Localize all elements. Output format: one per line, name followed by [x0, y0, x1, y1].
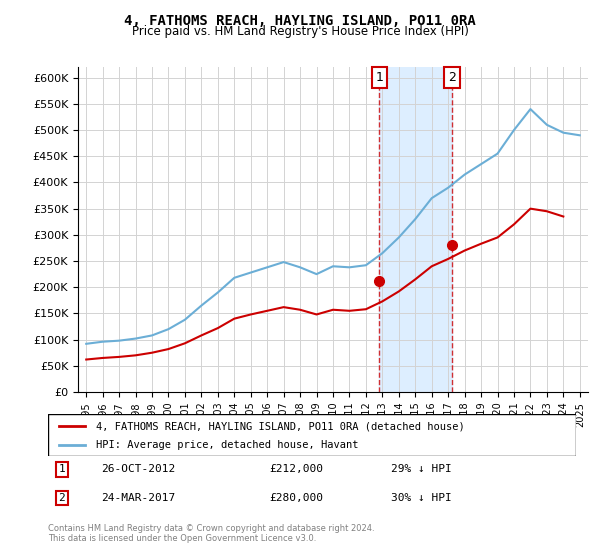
Text: 30% ↓ HPI: 30% ↓ HPI [391, 493, 452, 503]
Text: 1: 1 [59, 464, 65, 474]
Text: 26-OCT-2012: 26-OCT-2012 [101, 464, 175, 474]
Text: 4, FATHOMS REACH, HAYLING ISLAND, PO11 0RA: 4, FATHOMS REACH, HAYLING ISLAND, PO11 0… [124, 14, 476, 28]
Text: 24-MAR-2017: 24-MAR-2017 [101, 493, 175, 503]
Text: 29% ↓ HPI: 29% ↓ HPI [391, 464, 452, 474]
Text: £212,000: £212,000 [270, 464, 324, 474]
Bar [379, 67, 452, 392]
Text: Contains HM Land Registry data © Crown copyright and database right 2024.
This d: Contains HM Land Registry data © Crown c… [48, 524, 374, 543]
Text: Price paid vs. HM Land Registry's House Price Index (HPI): Price paid vs. HM Land Registry's House … [131, 25, 469, 38]
Text: HPI: Average price, detached house, Havant: HPI: Average price, detached house, Hava… [95, 440, 358, 450]
FancyBboxPatch shape [48, 414, 576, 456]
Text: 2: 2 [59, 493, 65, 503]
Text: 2: 2 [448, 71, 456, 84]
Text: 1: 1 [376, 71, 383, 84]
Text: £280,000: £280,000 [270, 493, 324, 503]
Text: 4, FATHOMS REACH, HAYLING ISLAND, PO11 0RA (detached house): 4, FATHOMS REACH, HAYLING ISLAND, PO11 0… [95, 421, 464, 431]
